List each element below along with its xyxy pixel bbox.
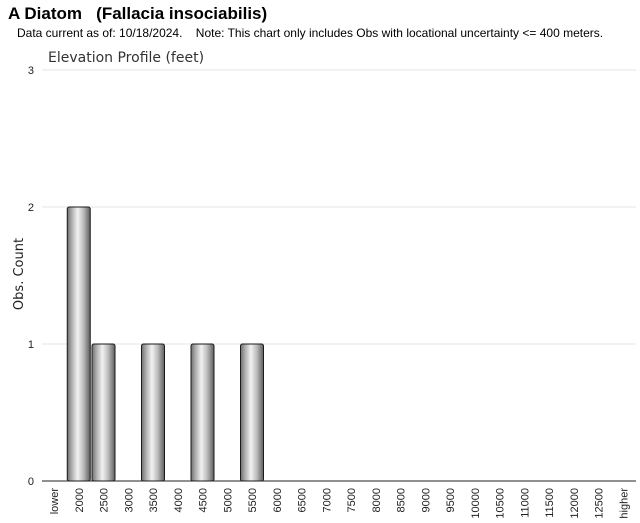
x-tick-label: 10500 (495, 488, 507, 519)
x-tick-label: 6000 (272, 488, 284, 512)
bar-2000 (66, 206, 91, 482)
x-axis-ticks: lower 2000 2500 3000 3500 4000 4500 5000 5500 600… (49, 488, 630, 519)
bar-3500 (141, 343, 165, 482)
x-tick-label: lower (49, 488, 61, 515)
y-tick-label: 1 (28, 339, 34, 351)
y-axis-label: Obs. Count (12, 238, 27, 310)
x-tick-label: 4500 (198, 488, 210, 512)
x-tick-label: 7000 (321, 488, 333, 512)
x-tick-label: 11500 (544, 488, 556, 518)
x-tick-label: 9500 (445, 488, 457, 512)
x-tick-label: 9000 (420, 488, 432, 512)
x-tick-label: 8000 (371, 488, 383, 512)
page-title: A Diatom (Fallacia insociabilis) (8, 4, 268, 23)
gridlines (42, 69, 636, 482)
x-tick-label: higher (618, 488, 630, 519)
y-tick-label: 3 (28, 65, 34, 77)
x-tick-label: 3500 (148, 488, 160, 512)
x-tick-label: 7500 (346, 488, 358, 512)
x-tick-label: 10000 (470, 488, 482, 519)
x-tick-label: 5000 (222, 488, 234, 512)
y-axis-ticks: 0 1 2 3 (28, 65, 34, 488)
x-tick-label: 2500 (99, 488, 111, 512)
bar-2500 (91, 343, 116, 482)
x-tick-label: 2000 (74, 488, 86, 512)
x-tick-label: 5500 (247, 488, 259, 512)
y-tick-label: 0 (28, 476, 34, 488)
y-tick-label: 2 (28, 202, 34, 214)
x-tick-label: 12000 (569, 488, 581, 519)
bars (66, 206, 264, 482)
chart-title: Elevation Profile (feet) (48, 50, 204, 66)
x-tick-label: 11000 (519, 488, 531, 518)
x-tick-label: 12500 (594, 488, 606, 519)
x-tick-label: 4000 (173, 488, 185, 512)
bar-5500 (240, 343, 264, 482)
x-tick-label: 6500 (297, 488, 309, 512)
x-tick-label: 3000 (123, 488, 135, 512)
x-tick-label: 8500 (396, 488, 408, 512)
data-note: Data current as of: 10/18/2024. Note: Th… (17, 26, 604, 40)
bar-4500 (190, 343, 215, 482)
